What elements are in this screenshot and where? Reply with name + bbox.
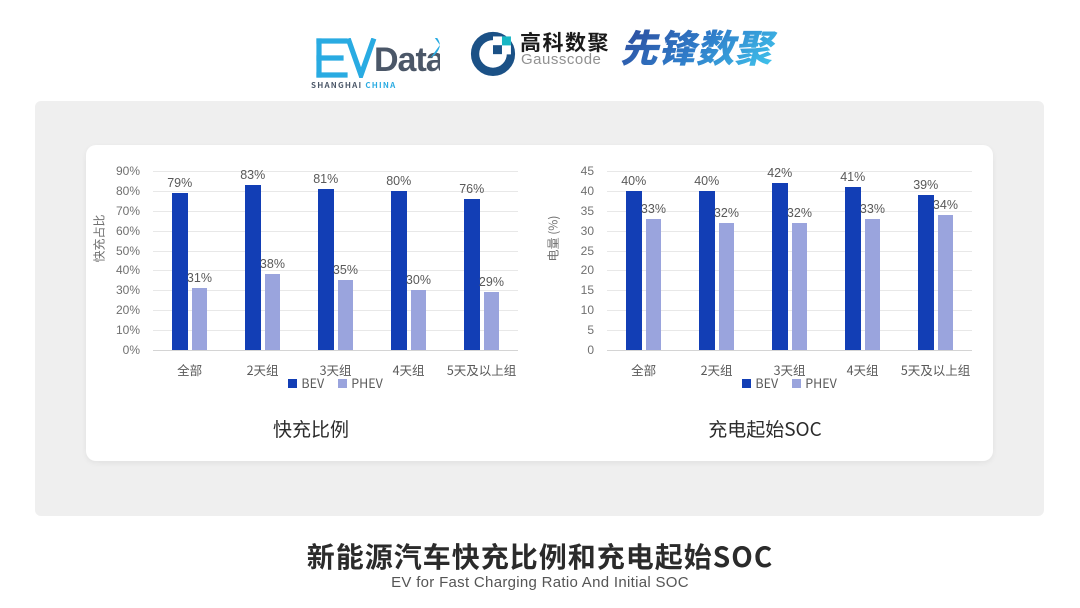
svg-text:Data: Data (374, 41, 440, 78)
svg-text:先锋数聚: 先锋数聚 (620, 18, 778, 73)
